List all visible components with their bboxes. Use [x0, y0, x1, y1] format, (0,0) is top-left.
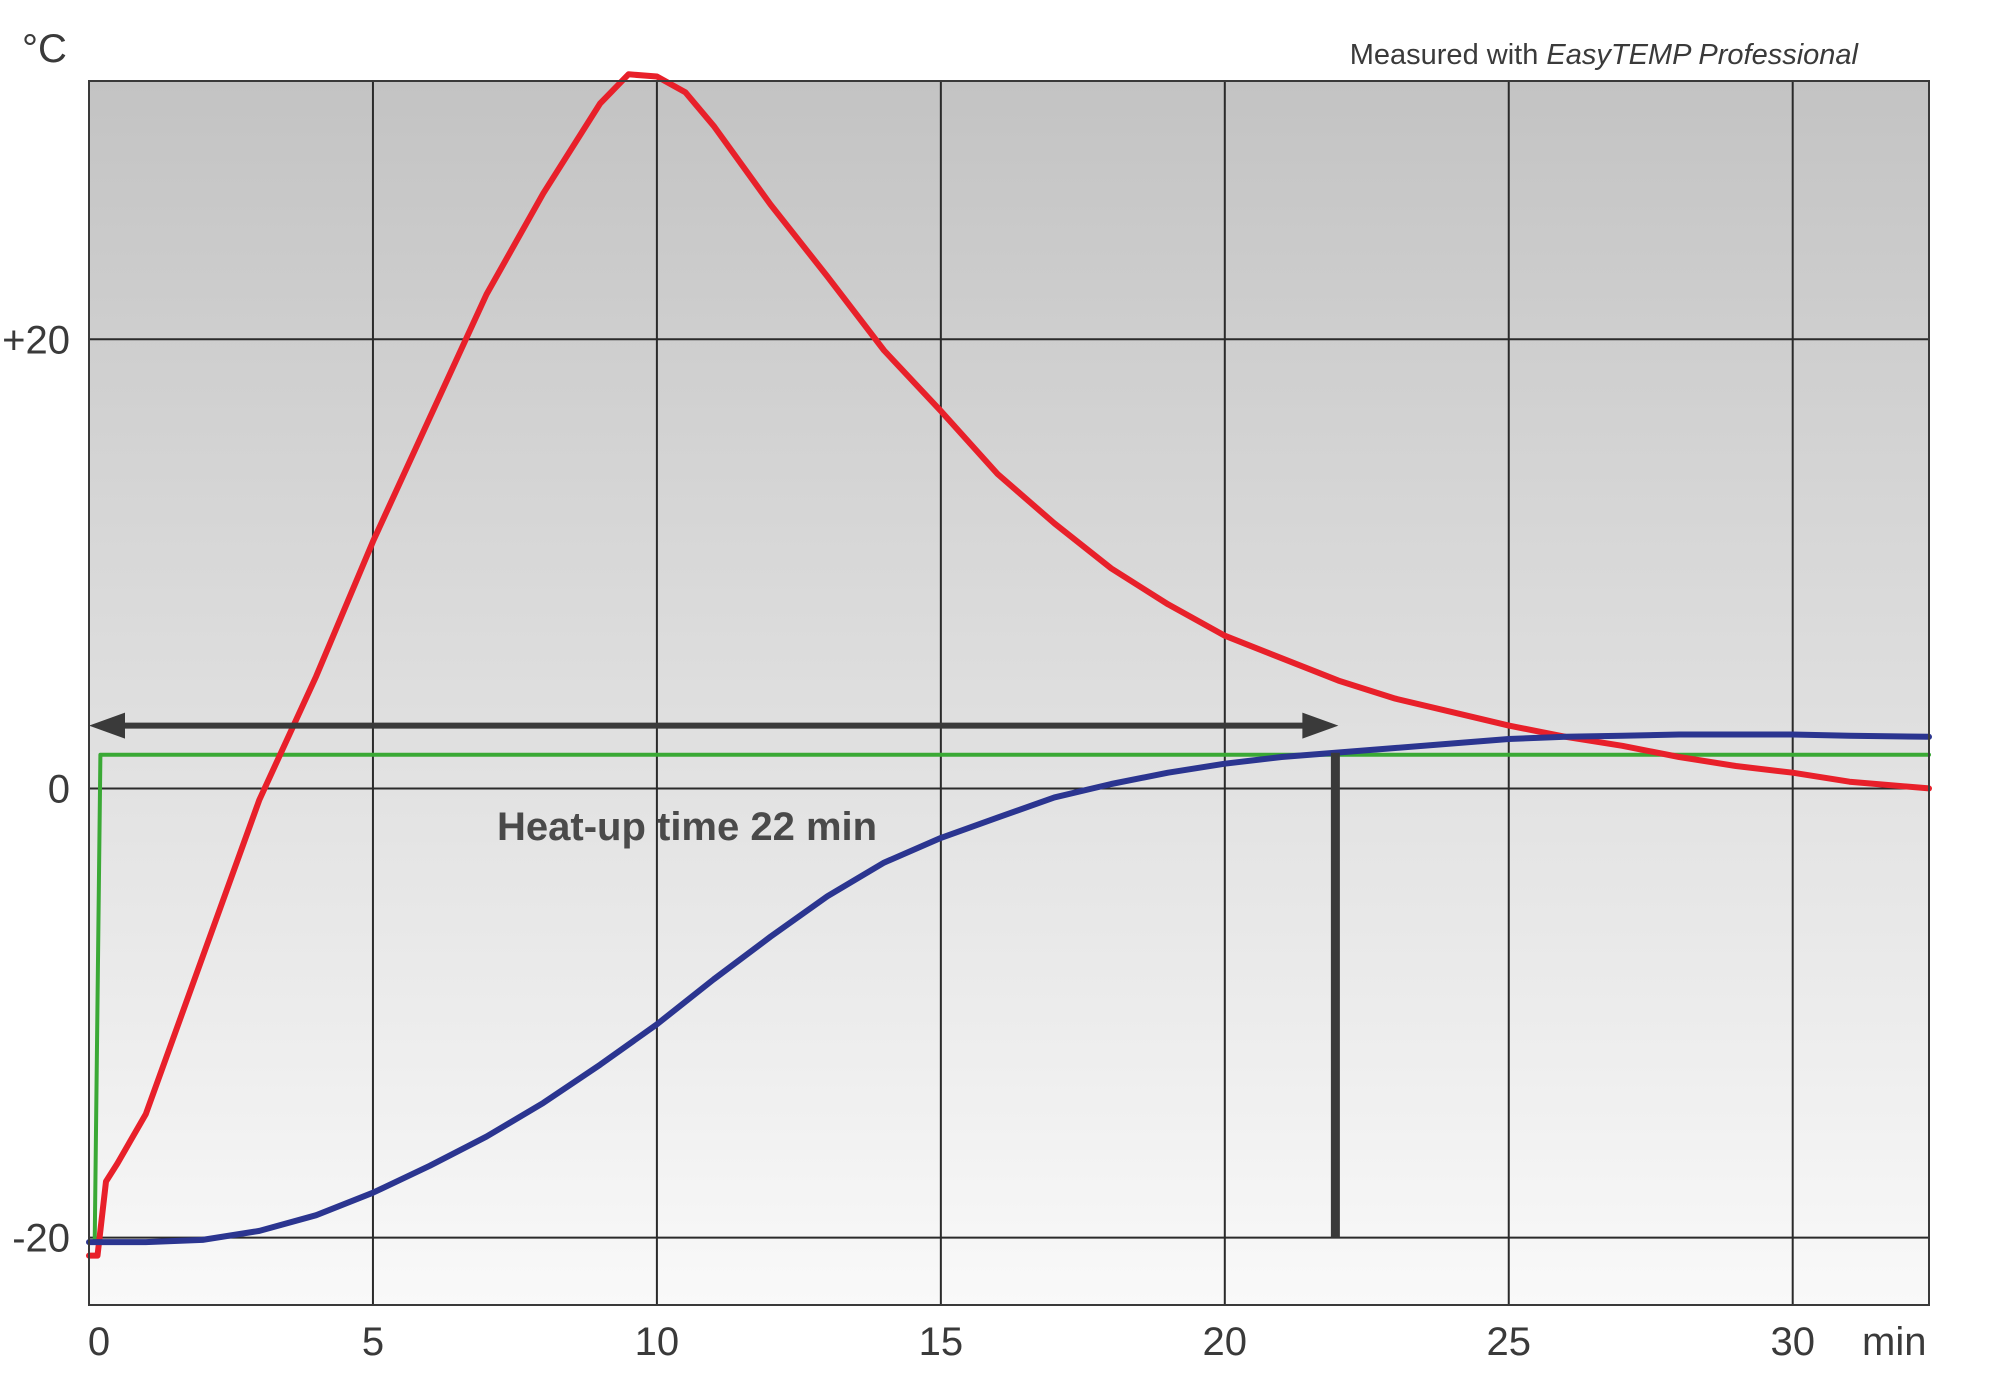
series-layer	[86, 71, 1932, 1259]
x-tick-labels: 0 5 10 15 20 25 30	[88, 1320, 1815, 1364]
y-tick-label: 0	[48, 767, 70, 811]
y-tick-label: +20	[2, 318, 70, 362]
measurement-note: Measured with EasyTEMP Professional	[1350, 39, 1860, 71]
series-line-blue	[86, 731, 1932, 1246]
heatup-arrow-right-head	[1302, 712, 1339, 739]
grid	[89, 81, 1929, 1305]
y-tick-labels: +20 0 -20	[2, 318, 70, 1260]
plot-frame	[88, 80, 1930, 1306]
x-tick-label: 20	[1203, 1320, 1248, 1364]
heatup-arrow-left-head	[89, 712, 125, 739]
annotation-layer	[89, 712, 1340, 1238]
x-tick-label: 15	[919, 1320, 964, 1364]
x-tick-label: 25	[1487, 1320, 1532, 1364]
y-unit-label: °C	[22, 27, 67, 71]
x-unit-label: min	[1862, 1320, 1926, 1364]
heatup-time-label: Heat-up time 22 min	[497, 805, 877, 849]
plot-area	[89, 81, 1929, 1305]
measurement-note-prefix: Measured with	[1350, 39, 1547, 71]
y-tick-label: -20	[12, 1217, 70, 1261]
x-tick-label: 0	[88, 1320, 110, 1364]
x-tick-label: 5	[362, 1320, 384, 1364]
x-tick-label: 30	[1770, 1320, 1815, 1364]
measurement-note-product: EasyTEMP Professional	[1546, 39, 1859, 71]
x-tick-label: 10	[635, 1320, 680, 1364]
